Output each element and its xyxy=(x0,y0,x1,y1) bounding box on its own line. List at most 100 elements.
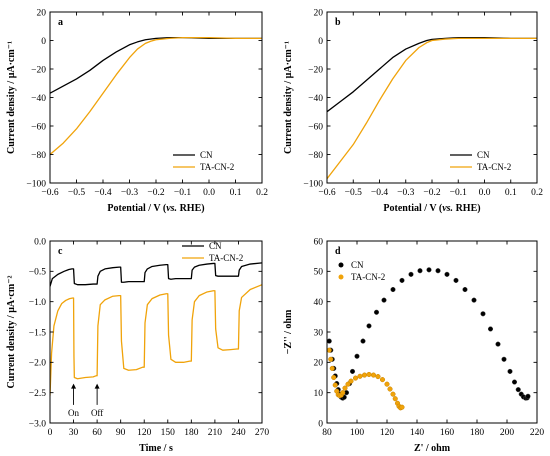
x-tick-label: 0.1 xyxy=(230,188,242,198)
y-tick-label: −0.5 xyxy=(29,268,46,278)
x-axis-label-end: RHE) xyxy=(177,203,205,214)
legend: CN TA-CN-2 xyxy=(338,260,385,282)
y-tick-label: −3.0 xyxy=(29,419,46,429)
panel-label: b xyxy=(335,17,341,28)
series-line-ta-cn-2 xyxy=(50,284,262,396)
data-point xyxy=(329,365,335,371)
data-point xyxy=(501,356,507,362)
data-point xyxy=(357,373,363,379)
legend-marker xyxy=(338,262,344,268)
series-line-cn xyxy=(50,37,262,94)
data-point xyxy=(511,379,518,385)
y-tick-label: −1.5 xyxy=(29,328,46,338)
annotation-arrow-head xyxy=(71,383,77,389)
x-tick-label: −0.1 xyxy=(174,188,191,198)
x-tick-label: 0.0 xyxy=(203,188,215,198)
panel-label: a xyxy=(58,17,63,28)
x-tick-label: −0.2 xyxy=(423,188,440,198)
legend-label: TA-CN-2 xyxy=(477,162,511,172)
data-point xyxy=(345,381,351,387)
data-point xyxy=(366,371,372,378)
x-tick-label: 100 xyxy=(350,428,365,438)
data-point xyxy=(417,268,423,274)
data-point xyxy=(340,390,346,396)
x-tick-label: −0.5 xyxy=(68,188,85,198)
x-tick-label: 180 xyxy=(470,428,485,438)
panel-label: d xyxy=(335,246,341,257)
x-tick-label: −0.4 xyxy=(94,188,111,198)
data-point xyxy=(480,311,486,317)
y-tick-label: −20 xyxy=(308,65,323,75)
data-point xyxy=(331,374,337,381)
x-axis-label-part: Potential / V ( xyxy=(107,203,166,214)
x-tick-label: −0.3 xyxy=(121,188,138,198)
data-point xyxy=(370,372,377,378)
x-axis-label-end: RHE) xyxy=(453,203,481,214)
y-tick-label: −60 xyxy=(31,122,46,132)
data-point xyxy=(327,347,332,353)
x-tick-label: −0.6 xyxy=(41,188,58,198)
data-point xyxy=(462,286,468,293)
data-point xyxy=(515,387,521,393)
annotation-arrow-head xyxy=(94,383,100,389)
legend-label: CN xyxy=(200,150,213,160)
y-tick-label: 10 xyxy=(314,389,324,399)
data-point xyxy=(390,391,396,397)
x-tick-label: −0.4 xyxy=(371,188,388,198)
data-point xyxy=(342,385,348,391)
data-point xyxy=(390,286,396,293)
y-tick-label: −40 xyxy=(31,94,46,104)
x-axis-label: Potential / V (vs. RHE) xyxy=(383,203,480,214)
legend-label: CN xyxy=(477,150,490,160)
y-tick-label: −1.0 xyxy=(29,298,46,308)
data-point xyxy=(399,277,405,283)
x-tick-label: 0.2 xyxy=(531,188,543,198)
x-axis-label-part: Potential / V ( xyxy=(383,203,442,214)
x-tick-label: −0.6 xyxy=(318,188,335,198)
y-tick-label: −2.5 xyxy=(29,389,46,399)
data-point xyxy=(352,375,359,381)
annotation-label: Off xyxy=(91,408,103,418)
y-tick-label: −100 xyxy=(26,179,46,189)
x-tick-label: 80 xyxy=(322,428,332,438)
y-axis-label: Current density / μA·cm⁻¹ xyxy=(6,41,17,154)
series-line-cn xyxy=(327,37,537,113)
data-point xyxy=(328,356,334,362)
data-point xyxy=(487,326,494,332)
data-point xyxy=(360,338,366,344)
x-tick-label: 180 xyxy=(184,428,199,438)
panel-b: −0.6 −0.5 −0.4 −0.3 −0.2 −0.1 0.0 0.1 0.2 −100 −80… xyxy=(283,8,543,214)
x-axis-label: Z' / ohm xyxy=(414,443,451,454)
y-tick-label: 20 xyxy=(314,359,324,369)
x-tick-label: −0.3 xyxy=(397,188,414,198)
data-point xyxy=(495,341,501,347)
x-tick-label: 240 xyxy=(231,428,246,438)
panel-a: −0.6 −0.5 −0.4 −0.3 −0.2 −0.1 0.0 0.1 0.2 −100 −80… xyxy=(6,8,268,214)
y-tick-label: 0.0 xyxy=(34,237,46,247)
legend-label: TA-CN-2 xyxy=(200,162,234,172)
data-point xyxy=(507,368,513,374)
y-tick-label: 0 xyxy=(318,37,323,47)
data-point xyxy=(348,378,354,384)
series-line-ta-cn-2 xyxy=(50,37,262,155)
data-point xyxy=(384,381,390,387)
y-tick-label: 0 xyxy=(41,37,46,47)
y-tick-label: −40 xyxy=(308,94,323,104)
annotation-label: On xyxy=(68,408,79,418)
y-tick-label: −80 xyxy=(31,151,46,161)
y-tick-label: 20 xyxy=(37,8,47,18)
legend-marker xyxy=(338,274,344,280)
legend: CN TA-CN-2 xyxy=(173,150,234,172)
x-tick-label: 220 xyxy=(530,428,545,438)
x-tick-label: 120 xyxy=(137,428,152,438)
data-point xyxy=(399,404,405,410)
x-tick-label: 0 xyxy=(48,428,53,438)
y-tick-label: 30 xyxy=(314,328,324,338)
legend: CN TA-CN-2 xyxy=(450,150,511,172)
y-tick-label: 20 xyxy=(314,8,324,18)
legend-label: TA-CN-2 xyxy=(209,253,243,263)
x-tick-label: −0.5 xyxy=(345,188,362,198)
y-tick-label: 0 xyxy=(318,419,323,429)
plot-frame xyxy=(49,240,263,424)
data-point xyxy=(525,393,531,399)
